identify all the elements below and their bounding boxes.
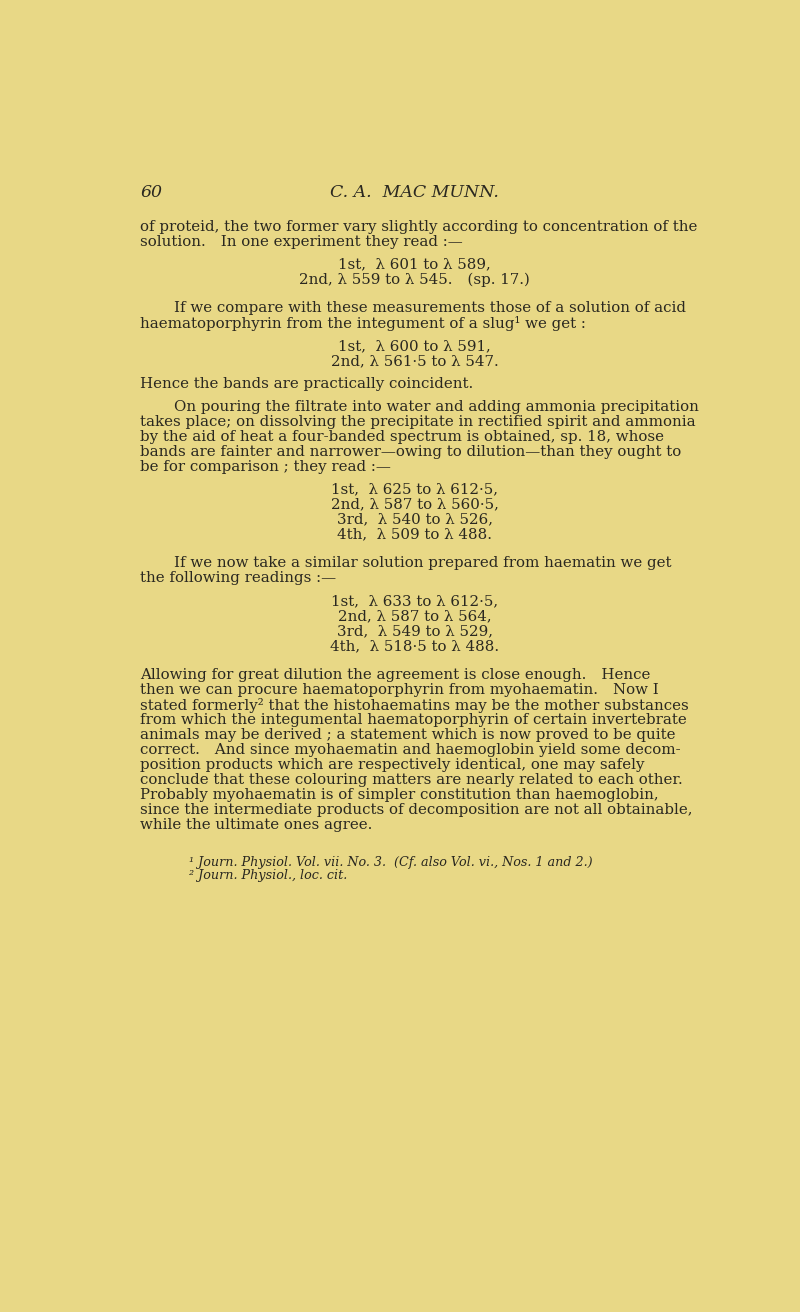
Text: correct. And since myohaematin and haemoglobin yield some decom-: correct. And since myohaematin and haemo…: [140, 743, 681, 757]
Text: stated formerly² that the histohaematins may be the mother substances: stated formerly² that the histohaematins…: [140, 698, 689, 712]
Text: since the intermediate products of decomposition are not all obtainable,: since the intermediate products of decom…: [140, 803, 693, 817]
Text: conclude that these colouring matters are nearly related to each other.: conclude that these colouring matters ar…: [140, 773, 683, 787]
Text: of proteid, the two former vary slightly according to concentration of the: of proteid, the two former vary slightly…: [140, 220, 698, 234]
Text: then we can procure haematoporphyrin from myohaematin. Now I: then we can procure haematoporphyrin fro…: [140, 684, 659, 697]
Text: C. A.  MAC MUNN.: C. A. MAC MUNN.: [330, 184, 499, 201]
Text: position products which are respectively identical, one may safely: position products which are respectively…: [140, 758, 645, 771]
Text: haematoporphyrin from the integument of a slug¹ we get :: haematoporphyrin from the integument of …: [140, 316, 586, 332]
Text: Hence the bands are practically coincident.: Hence the bands are practically coincide…: [140, 377, 474, 391]
Text: 2nd, λ 559 to λ 545. (sp. 17.): 2nd, λ 559 to λ 545. (sp. 17.): [299, 273, 530, 287]
Text: On pouring the filtrate into water and adding ammonia precipitation: On pouring the filtrate into water and a…: [174, 400, 698, 413]
Text: 2nd, λ 587 to λ 560·5,: 2nd, λ 587 to λ 560·5,: [330, 497, 498, 512]
Text: the following readings :—: the following readings :—: [140, 571, 337, 585]
Text: Allowing for great dilution the agreement is close enough. Hence: Allowing for great dilution the agreemen…: [140, 668, 650, 682]
Text: 2nd, λ 561·5 to λ 547.: 2nd, λ 561·5 to λ 547.: [330, 354, 498, 369]
Text: If we now take a similar solution prepared from haematin we get: If we now take a similar solution prepar…: [174, 556, 671, 571]
Text: 3rd,  λ 549 to λ 529,: 3rd, λ 549 to λ 529,: [337, 625, 493, 638]
Text: 60: 60: [140, 184, 162, 201]
Text: ¹ Journ. Physiol. Vol. vii. No. 3.  (Cf. also Vol. vi., Nos. 1 and 2.): ¹ Journ. Physiol. Vol. vii. No. 3. (Cf. …: [189, 857, 593, 870]
Text: 4th,  λ 509 to λ 488.: 4th, λ 509 to λ 488.: [337, 527, 492, 542]
Text: animals may be derived ; a statement which is now proved to be quite: animals may be derived ; a statement whi…: [140, 728, 676, 743]
Text: 1st,  λ 601 to λ 589,: 1st, λ 601 to λ 589,: [338, 257, 491, 272]
Text: while the ultimate ones agree.: while the ultimate ones agree.: [140, 819, 373, 832]
Text: Probably myohaematin is of simpler constitution than haemoglobin,: Probably myohaematin is of simpler const…: [140, 789, 659, 802]
Text: 2nd, λ 587 to λ 564,: 2nd, λ 587 to λ 564,: [338, 609, 491, 623]
Text: 1st,  λ 625 to λ 612·5,: 1st, λ 625 to λ 612·5,: [331, 483, 498, 496]
Text: ² Journ. Physiol., loc. cit.: ² Journ. Physiol., loc. cit.: [189, 870, 347, 883]
Text: by the aid of heat a four-banded spectrum is obtained, sp. 18, whose: by the aid of heat a four-banded spectru…: [140, 429, 664, 443]
Text: 1st,  λ 600 to λ 591,: 1st, λ 600 to λ 591,: [338, 340, 491, 353]
Text: 4th,  λ 518·5 to λ 488.: 4th, λ 518·5 to λ 488.: [330, 639, 499, 653]
Text: solution. In one experiment they read :—: solution. In one experiment they read :—: [140, 235, 463, 249]
Text: 3rd,  λ 540 to λ 526,: 3rd, λ 540 to λ 526,: [337, 513, 493, 526]
Text: 1st,  λ 633 to λ 612·5,: 1st, λ 633 to λ 612·5,: [331, 594, 498, 607]
Text: If we compare with these measurements those of a solution of acid: If we compare with these measurements th…: [174, 302, 686, 315]
Text: be for comparison ; they read :—: be for comparison ; they read :—: [140, 459, 391, 474]
Text: takes place; on dissolving the precipitate in rectified spirit and ammonia: takes place; on dissolving the precipita…: [140, 415, 696, 429]
Text: from which the integumental haematoporphyrin of certain invertebrate: from which the integumental haematoporph…: [140, 712, 687, 727]
Text: bands are fainter and narrower—owing to dilution—than they ought to: bands are fainter and narrower—owing to …: [140, 445, 682, 459]
